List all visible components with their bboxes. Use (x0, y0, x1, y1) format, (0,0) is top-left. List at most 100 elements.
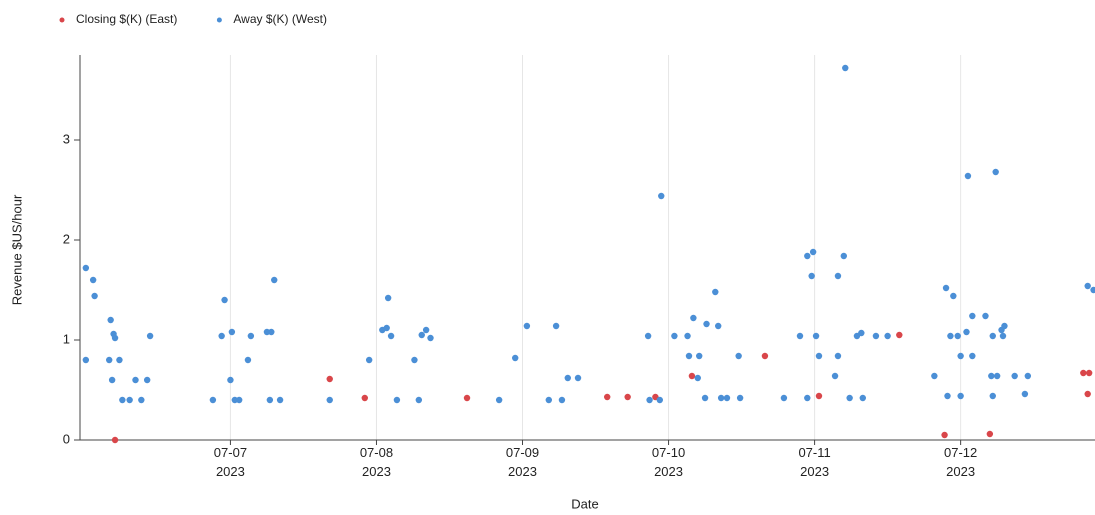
point (957, 352, 964, 360)
point (111, 334, 119, 342)
point (463, 394, 471, 402)
point (796, 332, 804, 340)
point (418, 331, 425, 339)
point (523, 322, 531, 330)
point (840, 252, 848, 260)
legend-label: Closing $(K) (East) (76, 12, 177, 26)
point (834, 272, 842, 280)
point (263, 328, 271, 336)
point (999, 332, 1007, 340)
point (723, 394, 731, 402)
point (941, 431, 948, 439)
point (138, 396, 145, 404)
point (383, 324, 390, 332)
point (969, 352, 976, 360)
x-tick-label-line: 2023 (216, 464, 245, 479)
point (944, 392, 951, 400)
point (512, 354, 519, 362)
point (812, 332, 820, 340)
point (684, 332, 691, 340)
x-tick-label-line: 2023 (508, 464, 537, 479)
point (694, 374, 701, 382)
x-tick-label-line: 07-10 (652, 445, 685, 460)
point (82, 356, 90, 364)
point (326, 396, 333, 404)
point (1011, 372, 1018, 380)
point (896, 331, 903, 339)
point (495, 396, 503, 404)
point (1084, 282, 1091, 290)
point (947, 332, 954, 340)
point (228, 328, 236, 336)
point (1084, 390, 1091, 398)
point (690, 314, 697, 322)
x-tick-label: 07-11 2023 (798, 445, 830, 479)
x-axis-label: Date (571, 496, 598, 511)
point (963, 328, 970, 336)
point (1090, 286, 1095, 294)
x-tick-label: 07-08 2023 (360, 445, 393, 479)
y-tick-label: 3 (63, 131, 70, 146)
point (89, 276, 97, 284)
point (271, 276, 278, 284)
point (218, 332, 225, 340)
point (964, 172, 972, 180)
point (221, 296, 228, 304)
point (989, 392, 996, 400)
point (393, 396, 401, 404)
point (804, 252, 811, 260)
point (703, 320, 710, 328)
x-tick-label-line: 2023 (800, 464, 829, 479)
point (1001, 322, 1008, 330)
point (276, 396, 284, 404)
point (969, 312, 976, 320)
point (545, 396, 552, 404)
x-tick-label-line: 07-09 (506, 445, 539, 460)
x-tick-label-line: 2023 (946, 464, 975, 479)
point (108, 376, 116, 384)
point (656, 396, 663, 404)
point (715, 322, 722, 330)
point (1024, 372, 1032, 380)
point (988, 372, 995, 380)
point (957, 392, 964, 400)
point (415, 396, 423, 404)
point (132, 376, 139, 384)
point (950, 292, 957, 300)
point (552, 322, 560, 330)
point (986, 430, 994, 438)
x-tick-label: 07-07 2023 (214, 445, 247, 479)
legend-marker (59, 17, 65, 23)
point (780, 394, 788, 402)
point (804, 394, 811, 402)
point (993, 372, 1001, 380)
point (942, 284, 950, 292)
y-tick-label: 2 (63, 231, 70, 246)
point (735, 352, 742, 360)
legend-label: Away $(K) (West) (233, 12, 327, 26)
point (422, 326, 430, 334)
point (644, 332, 652, 340)
x-tick-label: 07-12 2023 (944, 445, 977, 479)
x-tick-label-line: 2023 (654, 464, 683, 479)
point (126, 396, 133, 404)
point (235, 396, 243, 404)
x-tick-label-line: 07-07 (214, 445, 247, 460)
point (842, 64, 849, 72)
point (365, 356, 373, 364)
point (326, 375, 333, 383)
point (671, 332, 678, 340)
point (717, 394, 725, 402)
x-tick-label-line: 2023 (362, 464, 391, 479)
y-tick-label: 0 (63, 431, 70, 446)
point (227, 376, 234, 384)
point (244, 356, 252, 364)
point (143, 376, 151, 384)
point (688, 372, 696, 380)
point (992, 168, 999, 176)
point (761, 352, 769, 360)
point (931, 372, 938, 380)
x-tick-label-line: 07-12 (944, 445, 977, 460)
point (91, 292, 98, 300)
